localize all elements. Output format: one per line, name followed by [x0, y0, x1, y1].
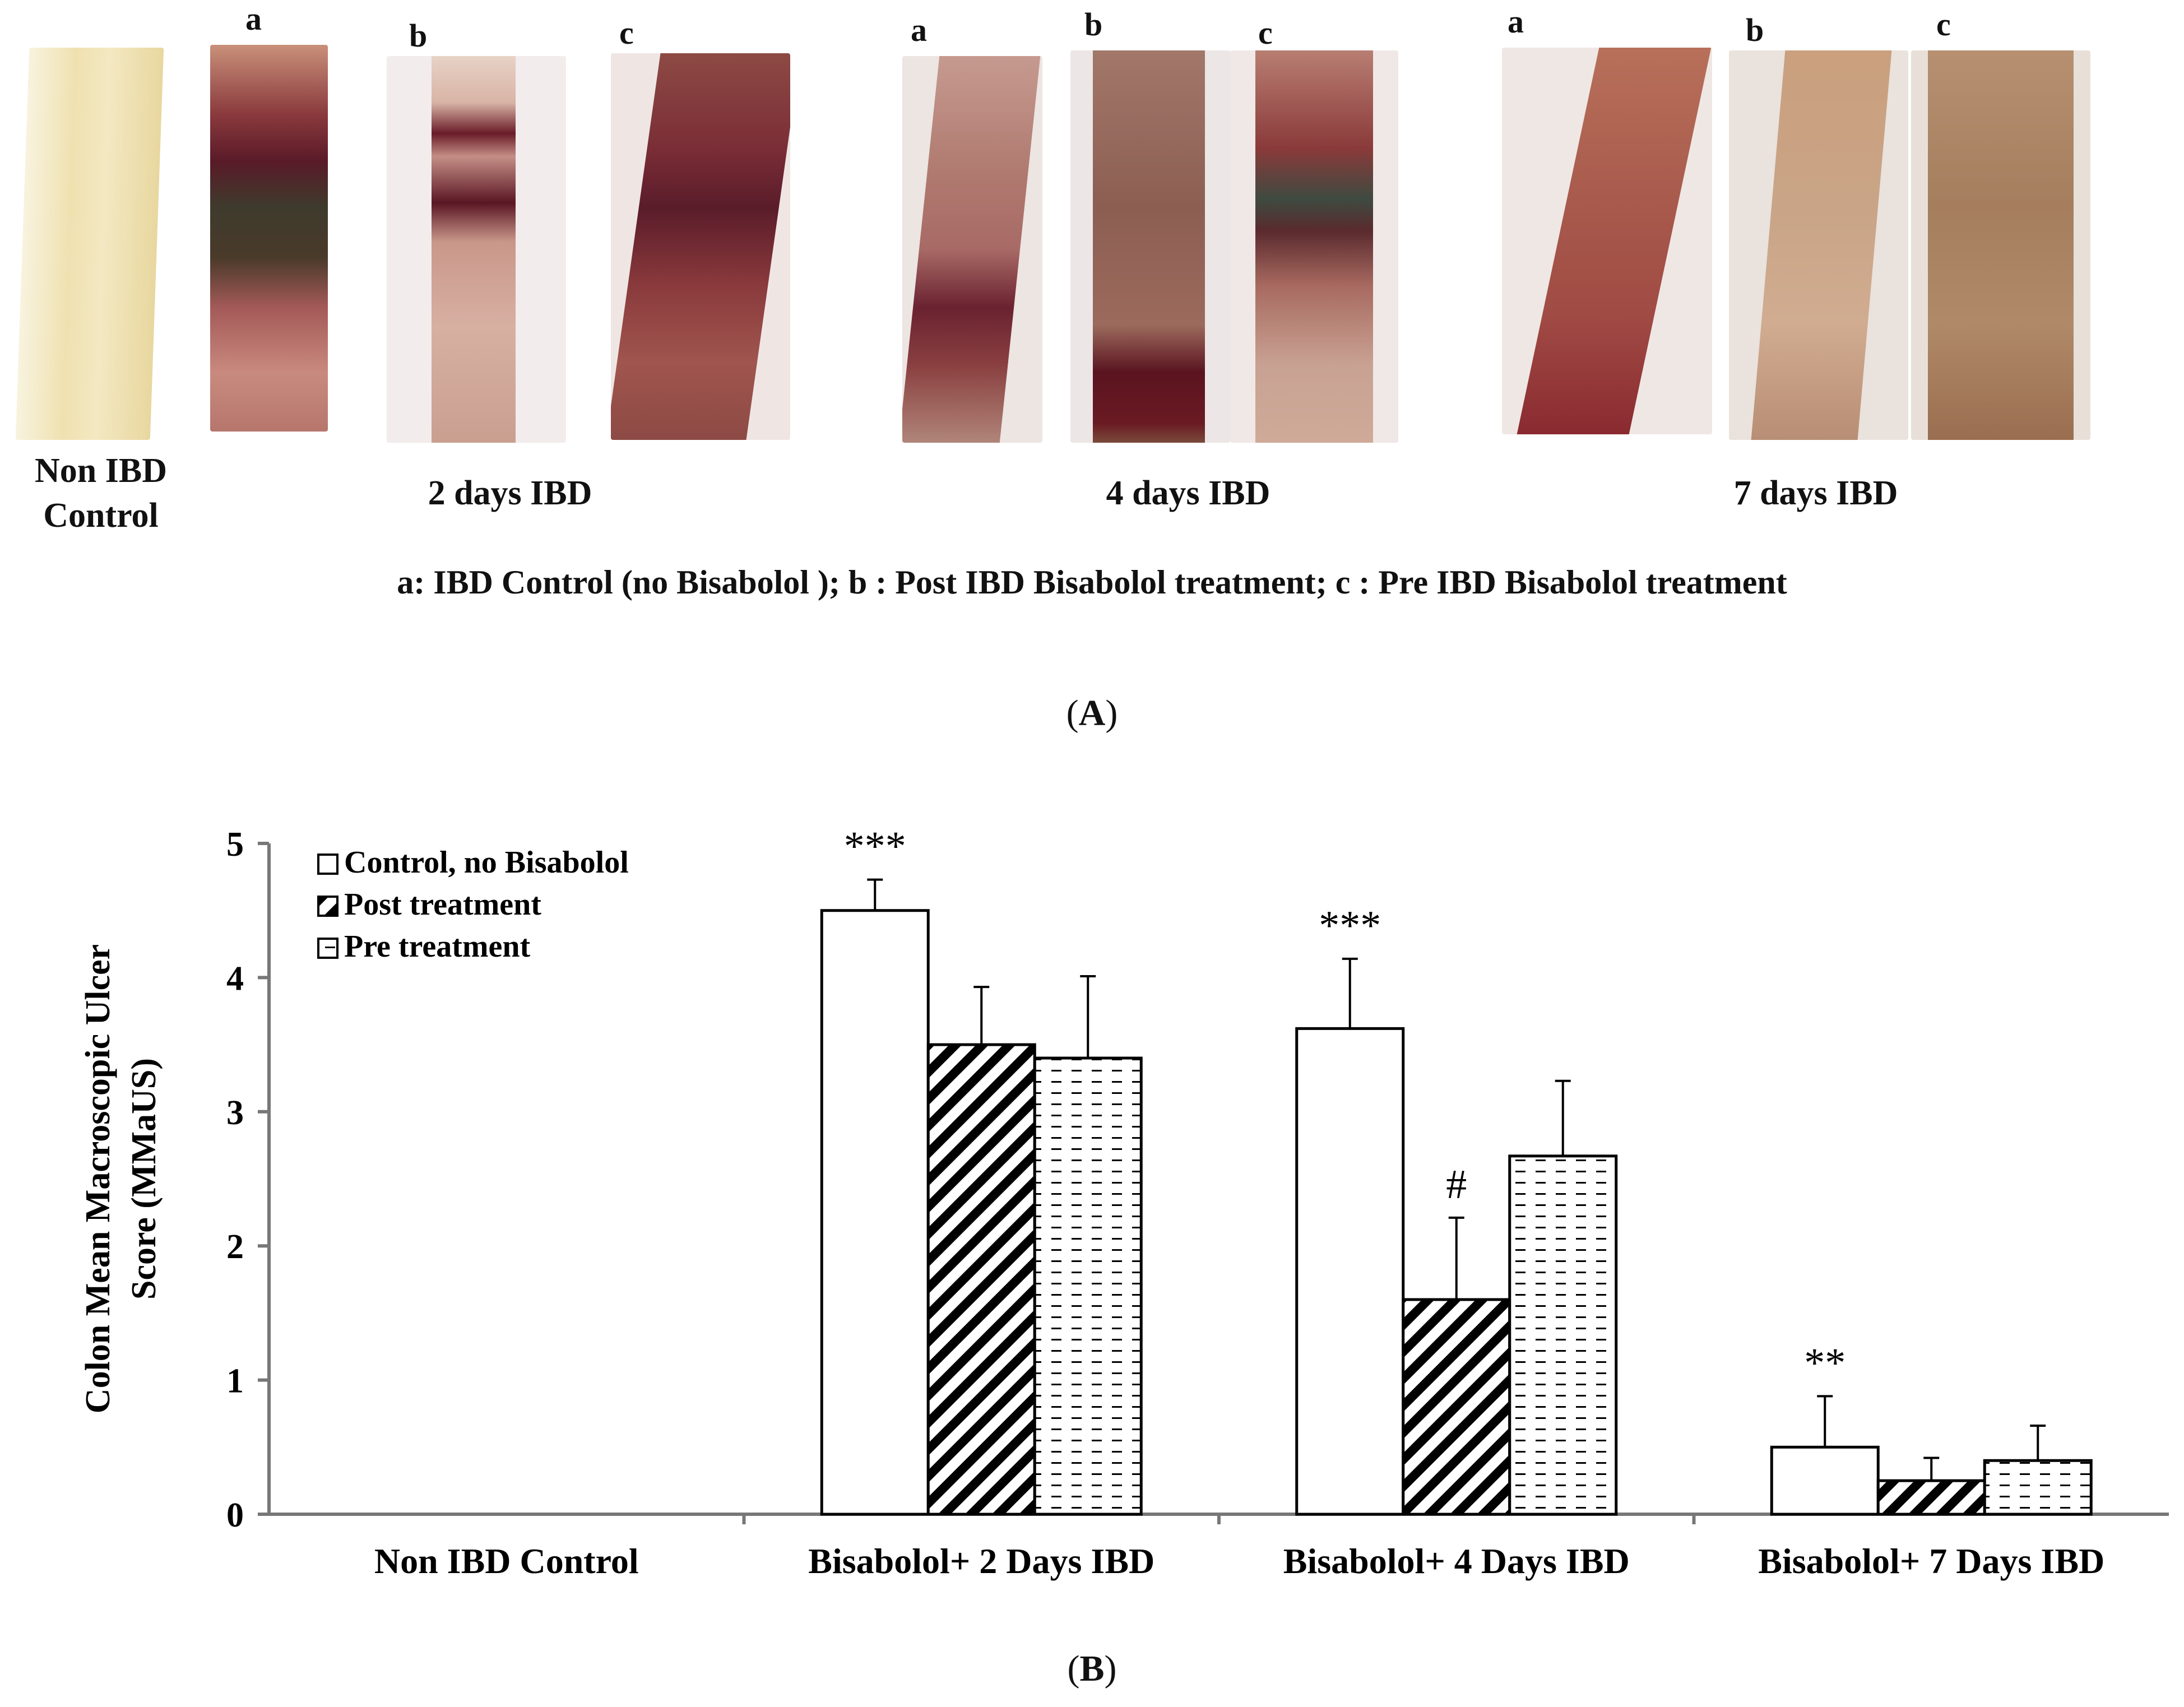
bar [926, 1043, 1036, 1516]
control-label-line-1: Non IBD [34, 452, 167, 490]
group-title-4-days: 4 days IBD [1106, 474, 1270, 512]
photo-letter-a: a [911, 12, 927, 48]
x-tick-label: Bisabolol+ 2 Days IBD [808, 1541, 1154, 1581]
y-tick-label: 5 [226, 825, 244, 864]
y-axis-label-line: Colon Mean Macroscopic Ulcer [79, 944, 117, 1413]
panel-a-label: (A) [1066, 693, 1118, 734]
panel-a-letter: A [1078, 693, 1106, 734]
photo-legend: a: IBD Control (no Bisabolol ); b : Post… [397, 564, 1787, 601]
x-tick-label: Bisabolol+ 4 Days IBD [1283, 1541, 1630, 1581]
significance-marker: *** [1319, 903, 1381, 949]
photo-2-days-b [387, 56, 566, 443]
photo-letter-a: a [1508, 3, 1524, 40]
photo-letter-c: c [1936, 6, 1951, 43]
photo-letter-b: b [409, 17, 428, 54]
bar [1033, 1056, 1143, 1516]
legend-label: Control, no Bisabolol [344, 845, 629, 880]
panel-b-letter: B [1079, 1648, 1105, 1689]
photo-2-days-a [210, 45, 328, 432]
legend-swatch [317, 896, 339, 917]
photo-letter-b: b [1746, 12, 1764, 48]
legend-swatch [317, 854, 339, 875]
significance-marker: *** [844, 824, 906, 870]
photo-letter-b: b [1084, 6, 1103, 43]
bar [1770, 1445, 1880, 1516]
bar [1402, 1298, 1511, 1516]
chart-layer: 0 1 2 3 4 5 Colon Mean Macroscopic Ulcer Score … [79, 824, 2169, 1581]
y-tick-label: 3 [226, 1094, 244, 1132]
photo-2-days-c [611, 53, 790, 440]
x-tick-label: Non IBD Control [374, 1541, 639, 1581]
group-title-2-days: 2 days IBD [428, 474, 592, 512]
photo-letter-c: c [1258, 15, 1273, 51]
y-tick-label: 2 [226, 1228, 244, 1266]
y-tick-label: 1 [226, 1362, 244, 1400]
control-label: Non IBD Control [11, 448, 191, 538]
photo-7-days-a [1502, 48, 1712, 434]
legend-label: Post treatment [344, 887, 541, 922]
significance-marker: ** [1804, 1340, 1845, 1386]
y-axis-label: Colon Mean Macroscopic Ulcer Score (MMaUS… [79, 944, 163, 1413]
photo-4-days-c [1230, 50, 1398, 443]
photo-letter-a: a [245, 1, 262, 37]
photo-letter-c: c [619, 15, 634, 51]
x-tick-label: Bisabolol+ 7 Days IBD [1758, 1541, 2104, 1581]
y-tick-label: 4 [226, 959, 244, 998]
control-label-line-2: Control [43, 497, 159, 535]
group-title-7-days: 7 days IBD [1733, 474, 1898, 512]
bar [1983, 1459, 2093, 1516]
bar [1508, 1154, 1618, 1516]
photo-7-days-c [1911, 50, 2090, 440]
bar [1876, 1479, 1986, 1516]
bar [820, 909, 930, 1516]
y-tick-label: 0 [226, 1496, 244, 1534]
legend-swatch [317, 938, 339, 959]
legend-label: Pre treatment [344, 929, 531, 964]
y-axis-label-line: Score (MMaUS) [125, 1058, 163, 1300]
bar [1295, 1027, 1405, 1516]
photo-7-days-b [1729, 50, 1908, 440]
panel-b-label: (B) [1067, 1648, 1117, 1689]
significance-marker: # [1446, 1162, 1467, 1208]
photo-4-days-b [1070, 50, 1230, 443]
photo-4-days-a [902, 56, 1042, 443]
